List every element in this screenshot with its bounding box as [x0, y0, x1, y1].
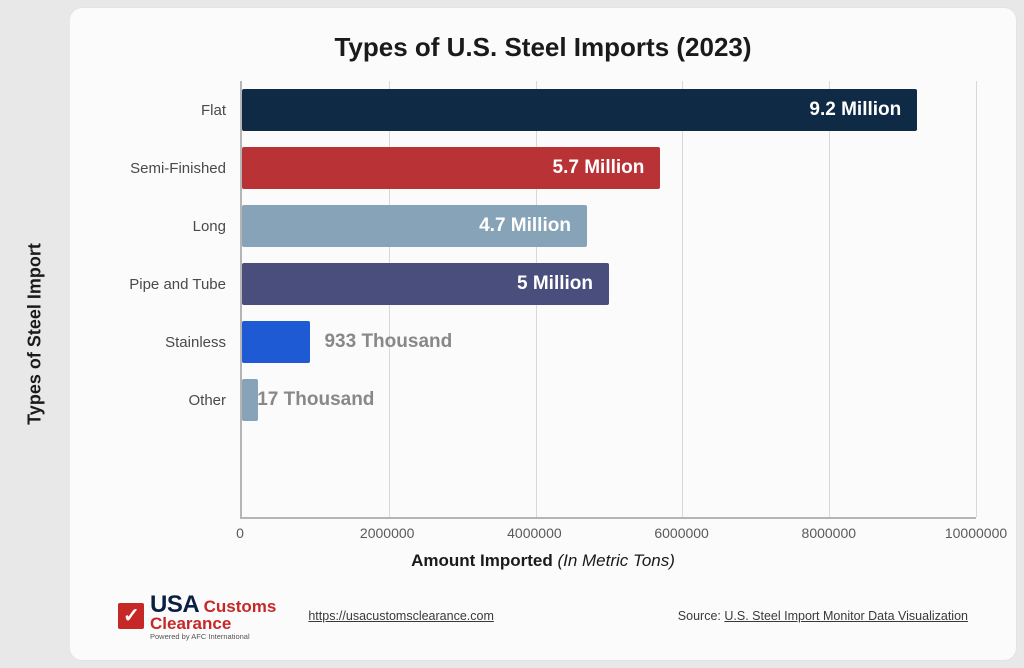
x-axis-title-unit: (In Metric Tons)	[557, 551, 674, 570]
logo-text: USA Customs Clearance Powered by AFC Int…	[150, 593, 276, 641]
bar-value-label: 5 Million	[517, 273, 593, 295]
bar-value-label: 4.7 Million	[479, 215, 571, 237]
x-axis-title: Amount Imported (In Metric Tons)	[110, 551, 976, 571]
logo-clearance: Clearance	[150, 615, 276, 632]
logo-customs: Customs	[204, 597, 277, 616]
footer: USA Customs Clearance Powered by AFC Int…	[110, 593, 976, 641]
bar: 4.7 Million	[242, 205, 587, 247]
bar-value-label: 17 Thousand	[257, 389, 374, 411]
x-tick: 4000000	[507, 525, 562, 541]
x-axis-title-main: Amount Imported	[411, 551, 553, 570]
x-tick: 6000000	[654, 525, 709, 541]
bar	[242, 379, 258, 421]
footer-link[interactable]: https://usacustomsclearance.com	[308, 609, 494, 623]
category-label: Other	[110, 371, 240, 429]
x-tick: 0	[236, 525, 244, 541]
bar-value-label: 933 Thousand	[324, 331, 452, 353]
logo: USA Customs Clearance Powered by AFC Int…	[118, 593, 276, 641]
x-axis-ticks: 0200000040000006000000800000010000000	[240, 519, 976, 549]
category-label: Stainless	[110, 313, 240, 371]
bar: 5.7 Million	[242, 147, 660, 189]
chart-body: Flat Semi-Finished Long Pipe and Tube St…	[110, 81, 976, 519]
bar-row: 5 Million	[242, 255, 976, 313]
category-labels: Flat Semi-Finished Long Pipe and Tube St…	[110, 81, 240, 519]
bar: 9.2 Million	[242, 89, 917, 131]
left-gutter: Types of Steel Import	[0, 0, 70, 668]
bar-value-label: 5.7 Million	[553, 157, 645, 179]
bar-row: 5.7 Million	[242, 139, 976, 197]
category-label: Semi-Finished	[110, 139, 240, 197]
category-label: Flat	[110, 81, 240, 139]
chart-title: Types of U.S. Steel Imports (2023)	[110, 32, 976, 63]
x-tick: 8000000	[802, 525, 857, 541]
bars-container: 9.2 Million 5.7 Million 4.7 Million 5 Milli…	[242, 81, 976, 517]
bar-value-label: 9.2 Million	[809, 99, 901, 121]
category-label: Long	[110, 197, 240, 255]
footer-source: Source: U.S. Steel Import Monitor Data V…	[678, 609, 968, 623]
source-text: U.S. Steel Import Monitor Data Visualiza…	[724, 609, 968, 623]
bar-row: 9.2 Million	[242, 81, 976, 139]
y-axis-title: Types of Steel Import	[25, 243, 46, 425]
bar: 5 Million	[242, 263, 609, 305]
source-prefix: Source:	[678, 609, 725, 623]
plot-area: 9.2 Million 5.7 Million 4.7 Million 5 Milli…	[240, 81, 976, 519]
bar-row: 933 Thousand	[242, 313, 976, 371]
gridline	[976, 81, 977, 517]
category-label: Pipe and Tube	[110, 255, 240, 313]
chart-panel: Types of U.S. Steel Imports (2023) Flat …	[70, 8, 1016, 660]
logo-check-icon	[118, 603, 144, 629]
x-tick: 2000000	[360, 525, 415, 541]
bar-row: 17 Thousand	[242, 371, 976, 429]
bar-row: 4.7 Million	[242, 197, 976, 255]
logo-subtitle: Powered by AFC International	[150, 633, 276, 641]
bar	[242, 321, 310, 363]
x-tick: 10000000	[945, 525, 1007, 541]
